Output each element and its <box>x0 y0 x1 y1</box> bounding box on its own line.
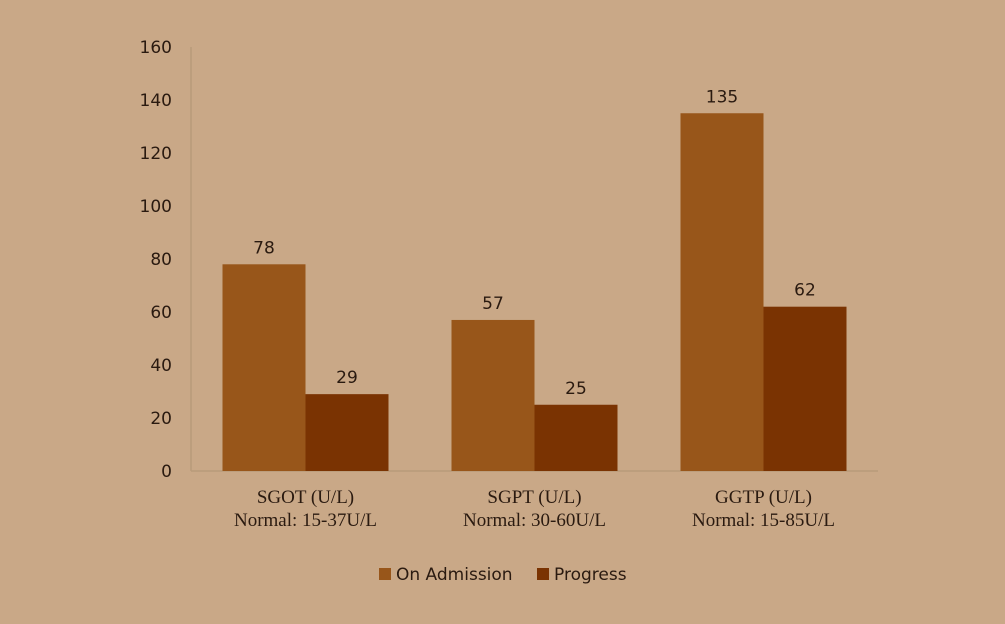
bar-on-admission <box>451 319 535 471</box>
data-label: 78 <box>253 238 275 258</box>
y-tick-label: 140 <box>140 91 172 111</box>
bar-progress <box>534 404 618 471</box>
legend-swatch <box>379 568 391 580</box>
bar-progress <box>763 306 847 471</box>
data-label: 135 <box>706 87 738 107</box>
legend-label: On Admission <box>396 565 513 585</box>
bar-progress <box>305 394 389 471</box>
bar-on-admission <box>680 113 764 471</box>
bar-on-admission <box>222 264 306 471</box>
data-label: 29 <box>336 368 358 388</box>
y-tick-label: 160 <box>140 38 172 58</box>
x-category-label: GGTP (U/L) <box>715 487 812 508</box>
data-label: 25 <box>565 379 587 399</box>
x-category-normal-range: Normal: 15-37U/L <box>234 510 377 531</box>
x-category-label: SGOT (U/L) <box>257 487 354 508</box>
data-label: 57 <box>482 294 504 314</box>
y-tick-label: 80 <box>150 250 172 270</box>
x-category-normal-range: Normal: 30-60U/L <box>463 510 606 531</box>
y-tick-label: 40 <box>150 356 172 376</box>
y-tick-label: 20 <box>150 409 172 429</box>
y-tick-label: 0 <box>161 462 172 482</box>
data-label: 62 <box>794 281 816 301</box>
legend-swatch <box>537 568 549 580</box>
legend-label: Progress <box>554 565 627 585</box>
y-tick-label: 60 <box>150 303 172 323</box>
y-tick-label: 120 <box>140 144 172 164</box>
x-category-label: SGPT (U/L) <box>487 487 581 508</box>
y-tick-label: 100 <box>140 197 172 217</box>
x-category-normal-range: Normal: 15-85U/L <box>692 510 835 531</box>
